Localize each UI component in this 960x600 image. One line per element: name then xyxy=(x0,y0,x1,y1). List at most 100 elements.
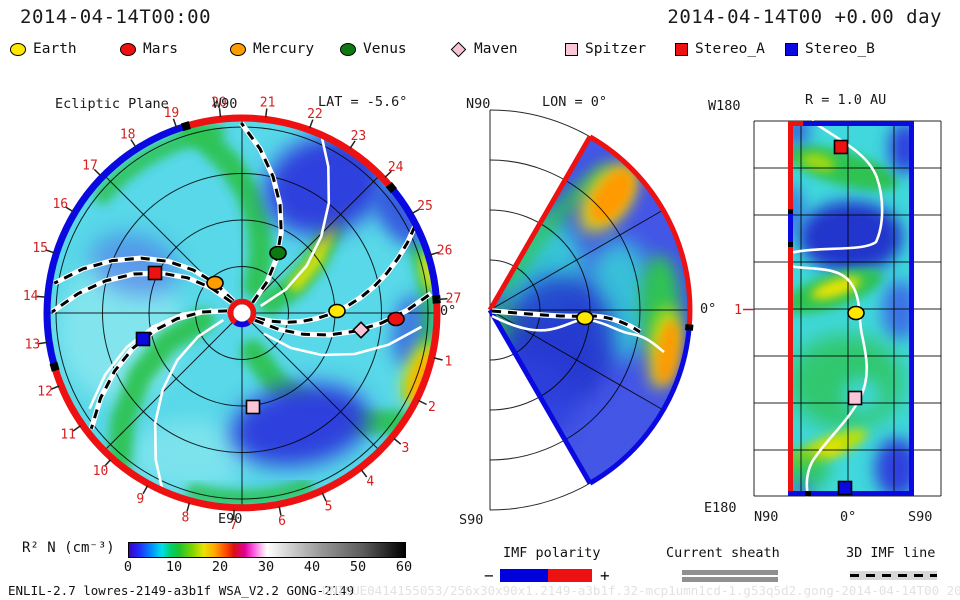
legend-item-maven: Maven xyxy=(450,40,518,58)
ecliptic-day-tick xyxy=(393,437,402,445)
ecliptic-day-label: 16 xyxy=(52,197,68,212)
colorbar-tick: 10 xyxy=(165,559,183,575)
ecliptic-day-label: 11 xyxy=(60,427,76,442)
legend-item-spitzer: Spitzer xyxy=(565,40,646,58)
current-timestamp: 2014-04-14T00:00 xyxy=(20,6,212,28)
legend-label: Stereo_A xyxy=(695,41,765,57)
sun-symbol xyxy=(227,298,257,328)
venus-symbol-icon xyxy=(340,42,356,56)
legend-item-venus: Venus xyxy=(340,40,407,58)
ecliptic-day-label: 20 xyxy=(211,95,227,110)
legend-label: Earth xyxy=(33,41,77,57)
imf-line-dash-pattern xyxy=(850,574,937,577)
colorbar-tick: 50 xyxy=(349,559,367,575)
ecliptic-day-label: 24 xyxy=(388,160,404,175)
meridional-zero-label: 0° xyxy=(700,301,717,317)
meridional-title: LON = 0° xyxy=(542,94,608,110)
legend-label: Spitzer xyxy=(585,41,647,57)
ecliptic-day-tick xyxy=(45,249,55,254)
radial-map-boundary xyxy=(788,121,914,496)
ecliptic-day-label: 6 xyxy=(278,514,286,529)
colorbar-tick: 40 xyxy=(303,559,321,575)
ecliptic-day-label: 23 xyxy=(351,129,367,144)
mercury-marker xyxy=(206,275,224,291)
current-sheath-swatch xyxy=(682,570,778,575)
radial-map-zero-label: 0° xyxy=(840,509,857,525)
ecliptic-title: Ecliptic Plane xyxy=(55,96,169,112)
colorbar-tick: 30 xyxy=(257,559,275,575)
ecliptic-day-tick xyxy=(72,425,81,432)
imf-positive-swatch xyxy=(548,569,592,582)
ecliptic-lat-label: LAT = -5.6° xyxy=(318,94,408,110)
ecliptic-polarity-ring xyxy=(43,114,441,512)
ecliptic-day-tick xyxy=(93,168,102,177)
ecliptic-day-label: 10 xyxy=(93,464,109,479)
ecliptic-day-tick xyxy=(103,459,112,467)
ecliptic-markers xyxy=(135,245,405,415)
imf-line-title: 3D IMF line xyxy=(846,545,936,561)
ecliptic-day-label: 12 xyxy=(37,385,53,400)
ecliptic-day-tick xyxy=(130,139,137,148)
forecast-timestamp: 2014-04-14T00 +0.00 day xyxy=(667,6,942,28)
ecliptic-day-tick xyxy=(186,502,191,512)
ecliptic-day-label: 15 xyxy=(32,241,48,256)
spitzer-symbol-icon xyxy=(565,42,578,56)
legend-item-stereo-a: Stereo_A xyxy=(675,40,765,58)
ecliptic-day-tick xyxy=(142,485,149,495)
legend-label: Stereo_B xyxy=(805,41,875,57)
ecliptic-day-tick xyxy=(438,298,448,301)
stereo-a-symbol-icon xyxy=(675,42,688,56)
earth-marker-meridional xyxy=(576,310,594,326)
radial-map-grid xyxy=(743,120,942,497)
ecliptic-day-label: 1 xyxy=(444,354,452,369)
ecliptic-day-label: 25 xyxy=(417,199,433,214)
imf-negative-swatch xyxy=(500,569,548,582)
venus-marker xyxy=(269,245,287,261)
earth-symbol-icon xyxy=(10,42,26,56)
ecliptic-day-tick xyxy=(349,140,356,149)
meridional-n90-label: N90 xyxy=(466,96,491,112)
ecliptic-zero-label: 0° xyxy=(440,303,457,319)
legend-label: Mars xyxy=(143,41,178,57)
ecliptic-day-label: 27 xyxy=(446,291,462,306)
spitzer-marker xyxy=(245,399,261,415)
colorbar-tick: 20 xyxy=(211,559,229,575)
ecliptic-day-label: 4 xyxy=(366,475,374,490)
current-sheath-swatch xyxy=(682,577,778,582)
stereo-b-marker-map xyxy=(837,480,853,496)
ecliptic-e90-label: E90 xyxy=(218,511,243,527)
ecliptic-day-label: 7 xyxy=(230,518,238,533)
colorbar-tick: 0 xyxy=(123,559,133,575)
ecliptic-day-label: 9 xyxy=(136,492,144,507)
radial-map-markers xyxy=(833,139,865,496)
legend-item-mercury: Mercury xyxy=(230,40,314,58)
legend-item-mars: Mars xyxy=(120,40,178,58)
meridional-panel xyxy=(487,109,694,511)
ecliptic-w90-label: W90 xyxy=(213,96,238,112)
radial-map-n90-label: N90 xyxy=(754,509,779,525)
ecliptic-day-label: 26 xyxy=(437,244,453,259)
mercury-symbol-icon xyxy=(230,42,246,56)
model-version-info: ENLIL-2.7 lowres-2149-a3b1f WSA_V2.2 GON… xyxy=(8,583,355,598)
ecliptic-day-tick xyxy=(172,118,178,128)
ecliptic-day-tick xyxy=(50,385,60,391)
ecliptic-day-label: 19 xyxy=(164,106,180,121)
ecliptic-day-label: 21 xyxy=(260,96,276,111)
run-id-watermark: UNIQUE0414155053/256x30x90x1.2149-a3b1f.… xyxy=(322,583,960,598)
meridional-s90-label: S90 xyxy=(459,512,484,528)
legend-label: Mercury xyxy=(253,41,315,57)
ecliptic-day-label: 13 xyxy=(25,338,41,353)
ecliptic-day-tick xyxy=(418,399,427,406)
ecliptic-day-tick xyxy=(384,170,392,178)
ecliptic-day-tick xyxy=(264,108,268,118)
radial-map-current-sheet xyxy=(787,119,884,497)
radial-map-w180-label: W180 xyxy=(708,98,741,114)
meridional-boundary xyxy=(487,134,694,486)
ecliptic-day-tick xyxy=(360,469,368,478)
spitzer-marker-map xyxy=(847,390,863,406)
legend-item-earth: Earth xyxy=(10,40,77,58)
legend-label: Venus xyxy=(363,41,407,57)
earth-marker xyxy=(328,303,346,319)
